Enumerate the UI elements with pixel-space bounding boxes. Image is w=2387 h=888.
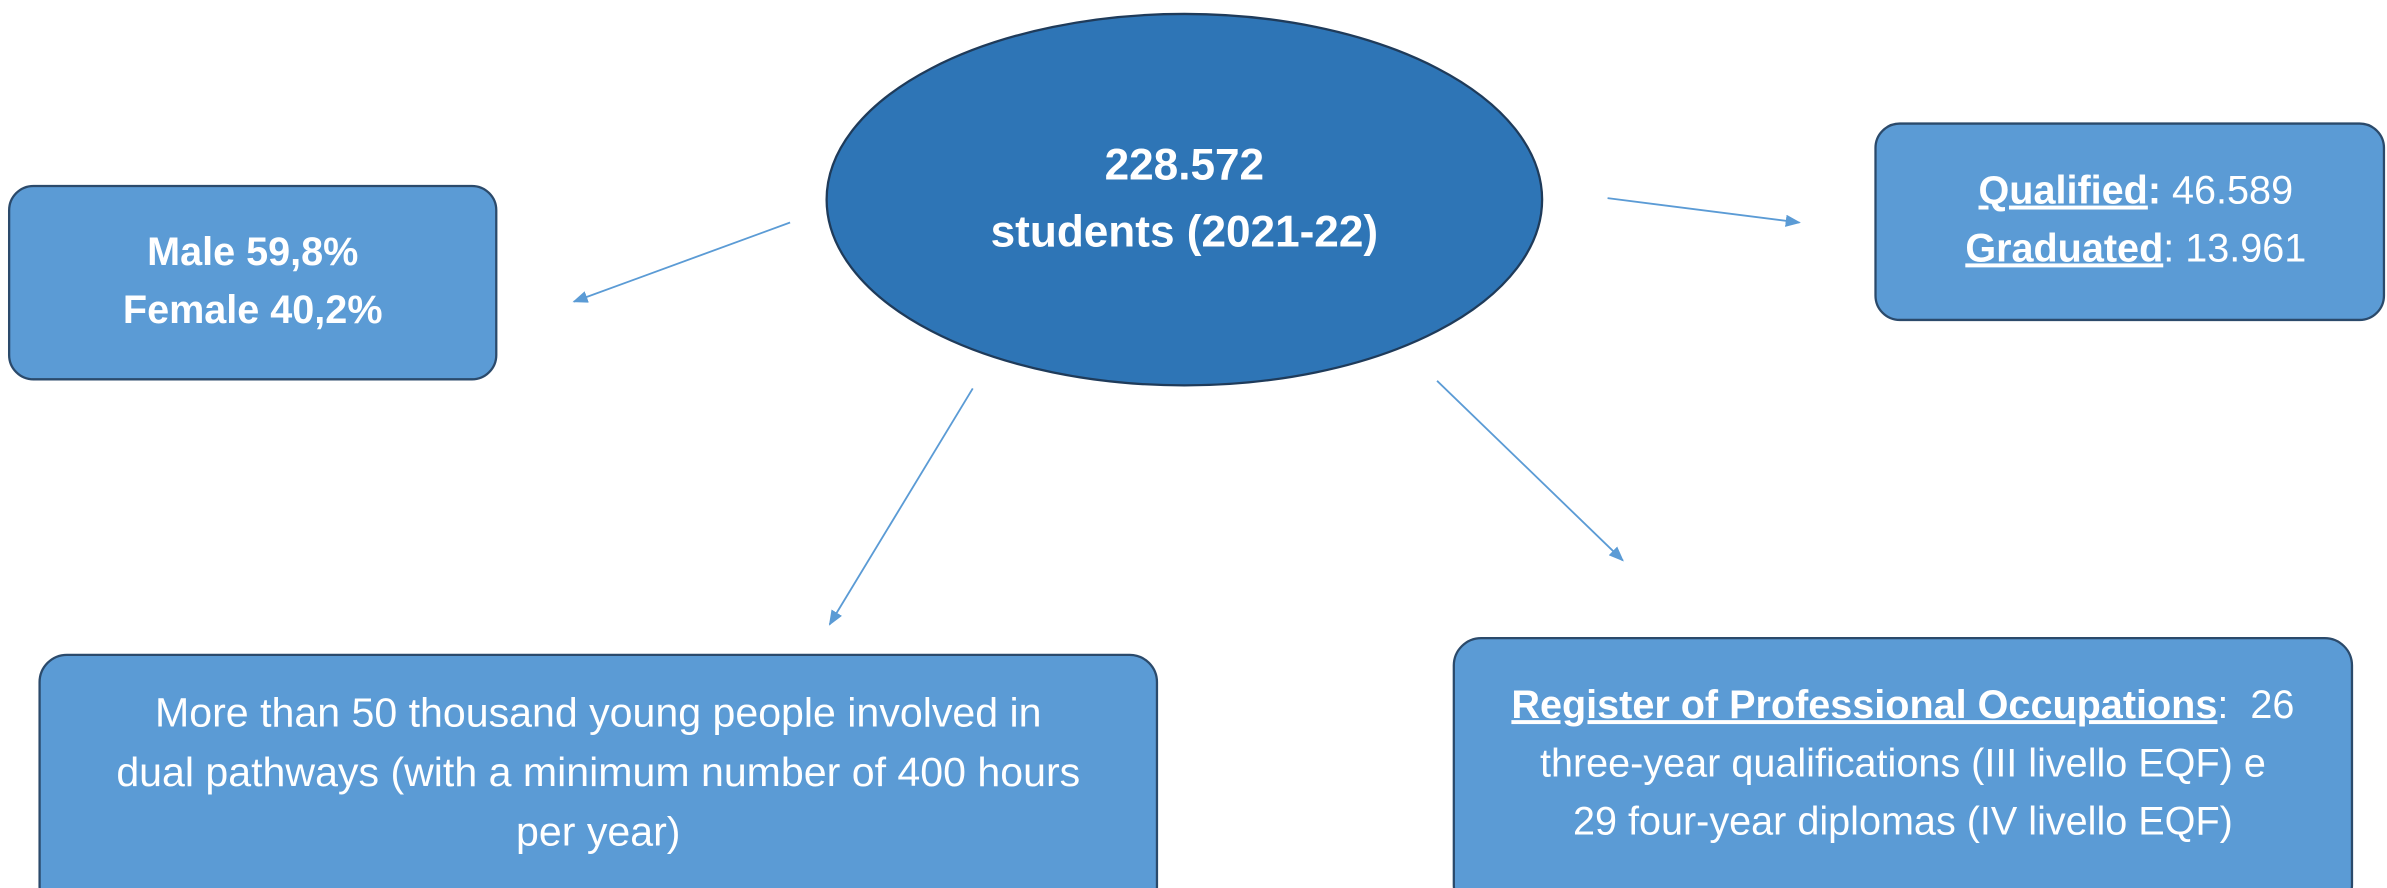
- gender-box: [7, 184, 498, 381]
- outcome-sep: :: [2148, 169, 2161, 213]
- outcome-label: Qualified: [1979, 169, 2148, 213]
- register-line: three-year qualifications (III livello E…: [1540, 741, 2266, 785]
- center-node: [825, 12, 1544, 387]
- arrow: [1436, 380, 1624, 562]
- gender-line: Female 40,2%: [123, 288, 383, 332]
- outcome-sep: :: [2163, 227, 2174, 271]
- register-line: 29 four-year diplomas (IV livello EQF): [1573, 799, 2233, 843]
- register-count: : 26: [2217, 684, 2294, 728]
- outcome-item: Graduated: 13.961: [1965, 227, 2306, 271]
- center-label: students (2021-22): [991, 207, 1378, 256]
- arrow: [572, 221, 791, 303]
- register-heading: Register of Professional Occupations: 26: [1511, 684, 2294, 728]
- arrow: [828, 387, 974, 626]
- register-label: Register of Professional Occupations: [1511, 684, 2217, 728]
- dual-line: More than 50 thousand young people invol…: [155, 690, 1041, 736]
- outcome-label: Graduated: [1965, 227, 2163, 271]
- outcomes-box: [1874, 122, 2386, 322]
- outcome-value: 13.961: [2174, 227, 2306, 271]
- center-number: 228.572: [1105, 140, 1265, 189]
- gender-line: Male 59,8%: [147, 230, 358, 274]
- dual-line: dual pathways (with a minimum number of …: [116, 749, 1080, 795]
- outcome-item: Qualified: 46.589: [1979, 169, 2294, 213]
- register-box: [1452, 636, 2354, 888]
- dual-box: [38, 653, 1159, 888]
- arrow: [1607, 197, 1801, 227]
- outcome-value: 46.589: [2161, 169, 2293, 213]
- dual-line: per year): [516, 808, 680, 854]
